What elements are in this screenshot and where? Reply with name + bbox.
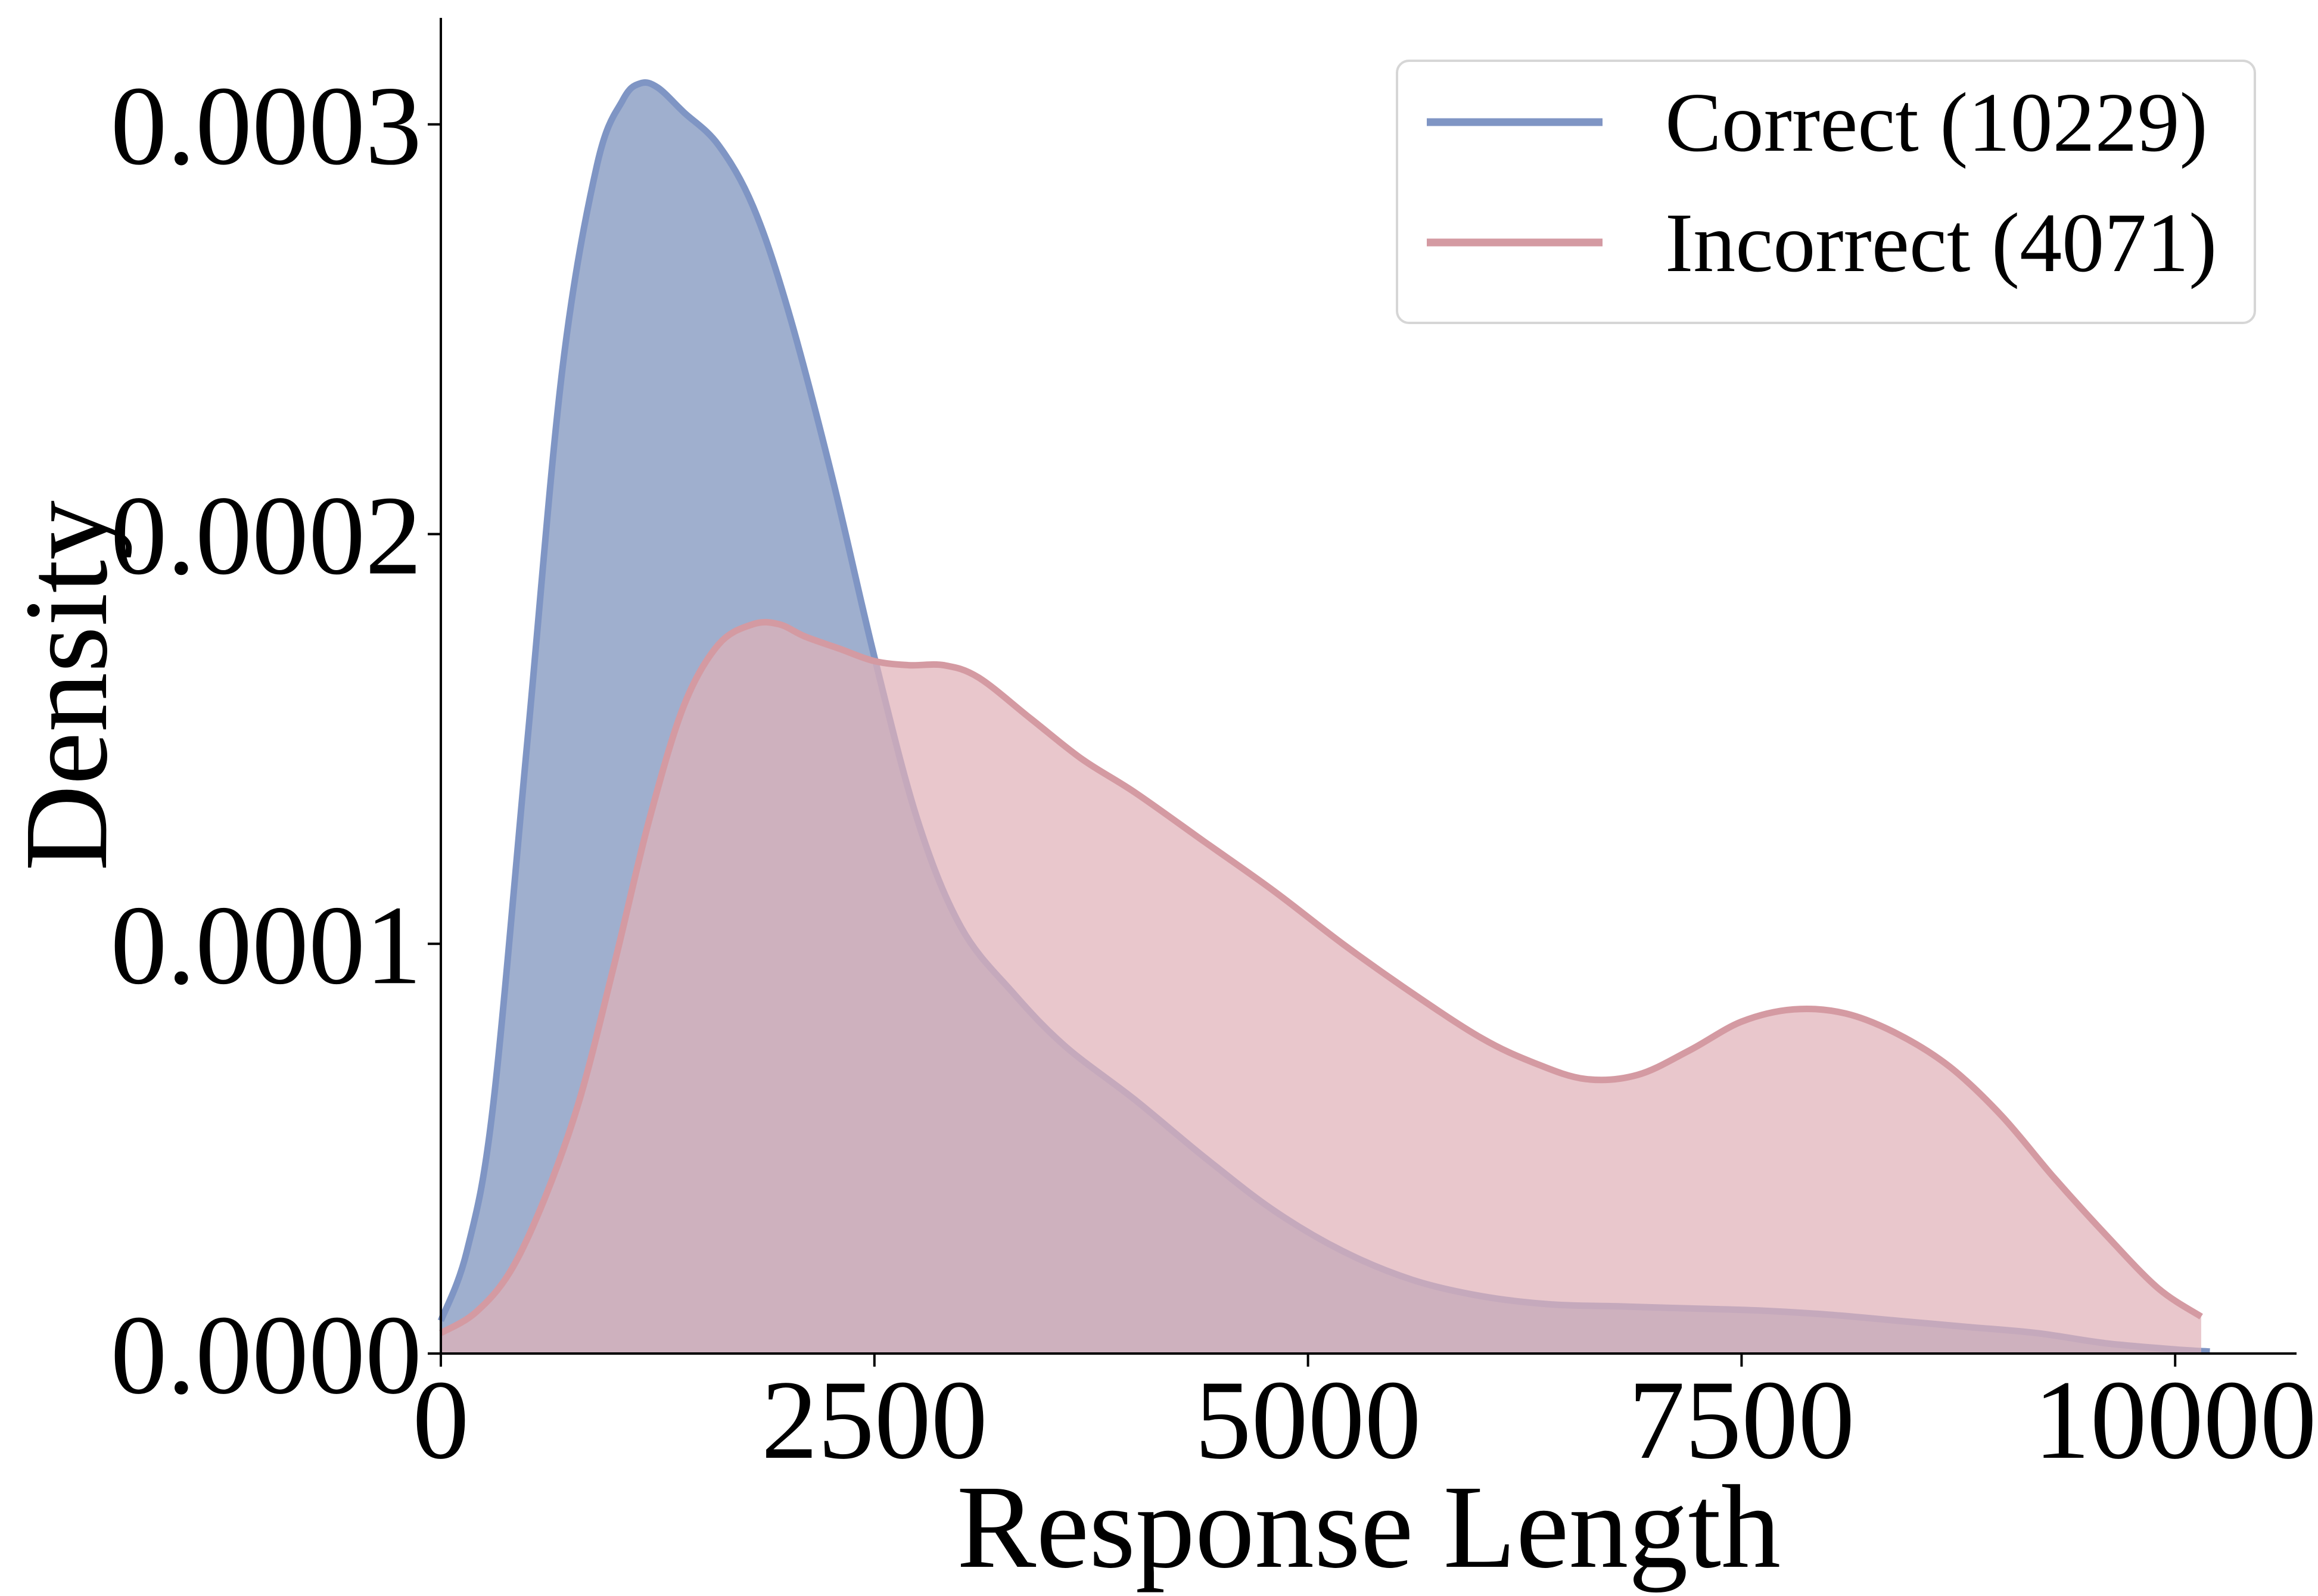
x-tick-label: 2500 [761, 1358, 988, 1483]
x-tick-label: 5000 [1195, 1358, 1421, 1483]
y-tick-label: 0.0003 [111, 64, 422, 189]
y-tick-label: 0.0001 [111, 883, 422, 1008]
y-tick-label: 0.0000 [111, 1293, 422, 1418]
plot-area [437, 79, 2210, 1355]
series-area-incorrect [441, 622, 2201, 1354]
axes: 0 2500 5000 7500 10000 0.0000 0.0001 0.0002 0.00… [111, 18, 2317, 1483]
legend-label: Correct (10229) [1665, 75, 2208, 169]
series-line-incorrect [439, 618, 2203, 1336]
y-tick-label: 0.0002 [111, 474, 422, 599]
legend-label: Incorrect (4071) [1665, 195, 2217, 290]
y-axis-label: Density [1, 500, 132, 871]
legend: Correct (10229) Incorrect (4071) [1396, 60, 2256, 324]
x-tick-label: 0 [413, 1358, 469, 1483]
x-tick-label: 10000 [2034, 1358, 2317, 1483]
legend-box [1396, 60, 2256, 324]
x-tick-label: 7500 [1628, 1358, 1855, 1483]
x-axis-label: Response Length [957, 1461, 1781, 1593]
